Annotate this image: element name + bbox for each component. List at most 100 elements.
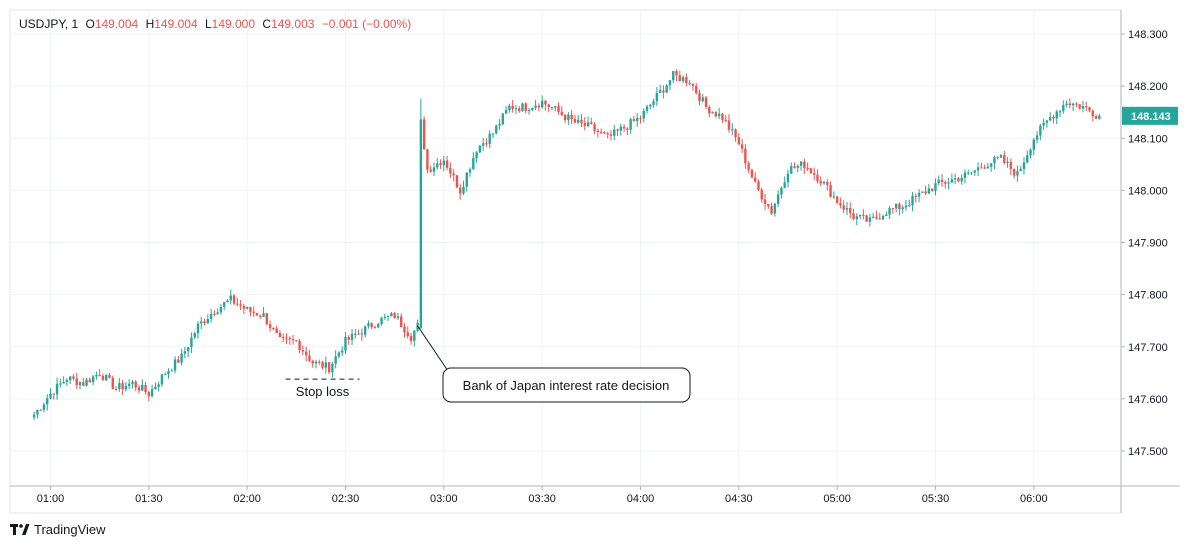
candle-down (560, 111, 564, 116)
candle-down (121, 383, 124, 390)
candle-up (475, 152, 478, 158)
candle-up (773, 203, 777, 214)
x-tick-label: 03:00 (430, 493, 458, 505)
candle-down (940, 179, 944, 183)
candle-down (445, 160, 449, 168)
tradingview-logo[interactable]: TradingView (10, 522, 106, 537)
candle-up (711, 112, 714, 114)
candle-up (432, 167, 436, 172)
candle-up (540, 100, 544, 108)
candle-up (1062, 105, 1065, 112)
candle-up (776, 194, 780, 204)
candle-up (488, 133, 491, 144)
candle-up (963, 172, 967, 178)
candle-down (511, 105, 514, 110)
candle-up (927, 188, 931, 194)
candle-up (193, 333, 196, 338)
candle-up (36, 409, 39, 415)
candle-up (894, 203, 898, 209)
candle-down (573, 119, 577, 123)
candle-up (717, 113, 721, 117)
candle-up (180, 353, 183, 363)
candle-up (78, 382, 82, 386)
candle-down (403, 326, 406, 333)
candle-up (498, 124, 501, 126)
candle-up (799, 161, 803, 166)
candle-up (908, 205, 911, 207)
candle-up (157, 384, 160, 387)
candle-up (999, 155, 1003, 158)
candle-up (363, 326, 367, 335)
candle-up (491, 133, 495, 135)
candle-down (767, 203, 770, 207)
candle-down (685, 77, 688, 83)
candle-down (1075, 103, 1078, 105)
symbol-label[interactable]: USDJPY, 1 (19, 17, 79, 31)
candle-up (934, 183, 937, 191)
open-label: O (85, 17, 95, 31)
candle-down (639, 118, 642, 120)
candle-down (268, 324, 272, 329)
candle-down (524, 103, 527, 111)
candle-up (822, 181, 826, 184)
candle-down (862, 214, 865, 216)
candle-up (350, 333, 354, 340)
candle-up (1039, 125, 1042, 136)
candle-down (144, 384, 147, 393)
candle-down (134, 381, 137, 388)
candle-up (577, 119, 580, 123)
candle-down (599, 132, 603, 134)
candle-up (1048, 117, 1052, 121)
candle-up (334, 356, 337, 364)
candle-down (793, 166, 796, 168)
candle-down (439, 163, 442, 166)
candle-down (1012, 169, 1016, 176)
candle-down (101, 375, 105, 381)
candle-down (285, 337, 288, 339)
candle-down (236, 303, 239, 305)
candle-up (1019, 168, 1022, 172)
candle-down (252, 311, 255, 313)
candle-up (845, 208, 849, 210)
x-tick-label: 01:00 (37, 493, 65, 505)
candle-down (111, 377, 114, 389)
candle-up (380, 317, 383, 324)
candle-down (255, 312, 259, 316)
candle-up (367, 323, 370, 327)
close-label: C (262, 17, 272, 31)
candle-down (426, 149, 429, 170)
candle-up (173, 359, 177, 371)
candle-up (636, 118, 639, 122)
candle-up (219, 306, 223, 313)
candle-down (662, 90, 665, 93)
candle-down (259, 315, 262, 317)
candle-up (396, 316, 400, 319)
candle-down (944, 182, 947, 184)
candle-up (668, 80, 672, 86)
candle-down (557, 106, 560, 112)
candle-up (154, 386, 157, 390)
candle-down (688, 82, 691, 84)
candle-up (419, 119, 423, 329)
candle-up (554, 106, 557, 108)
candle-down (678, 75, 682, 82)
candle-up (881, 216, 885, 220)
candle-up (904, 205, 908, 208)
candle-down (757, 181, 760, 190)
candle-down (114, 388, 118, 390)
x-tick-label: 06:00 (1020, 493, 1048, 505)
candle-down (272, 328, 275, 330)
candle-up (331, 363, 334, 373)
candle-down (590, 122, 593, 125)
candle-down (1009, 161, 1013, 170)
candle-down (740, 144, 744, 149)
chart-axes: 147.500 147.600 147.700 147.800 147.900 148.0… (10, 10, 1180, 513)
candle-up (465, 172, 468, 187)
candle-down (744, 148, 747, 164)
x-tick-label: 03:30 (528, 493, 556, 505)
stop-loss-label: Stop loss (296, 384, 350, 399)
candle-up (858, 214, 862, 217)
candle-up (32, 414, 36, 418)
candle-down (980, 167, 983, 169)
